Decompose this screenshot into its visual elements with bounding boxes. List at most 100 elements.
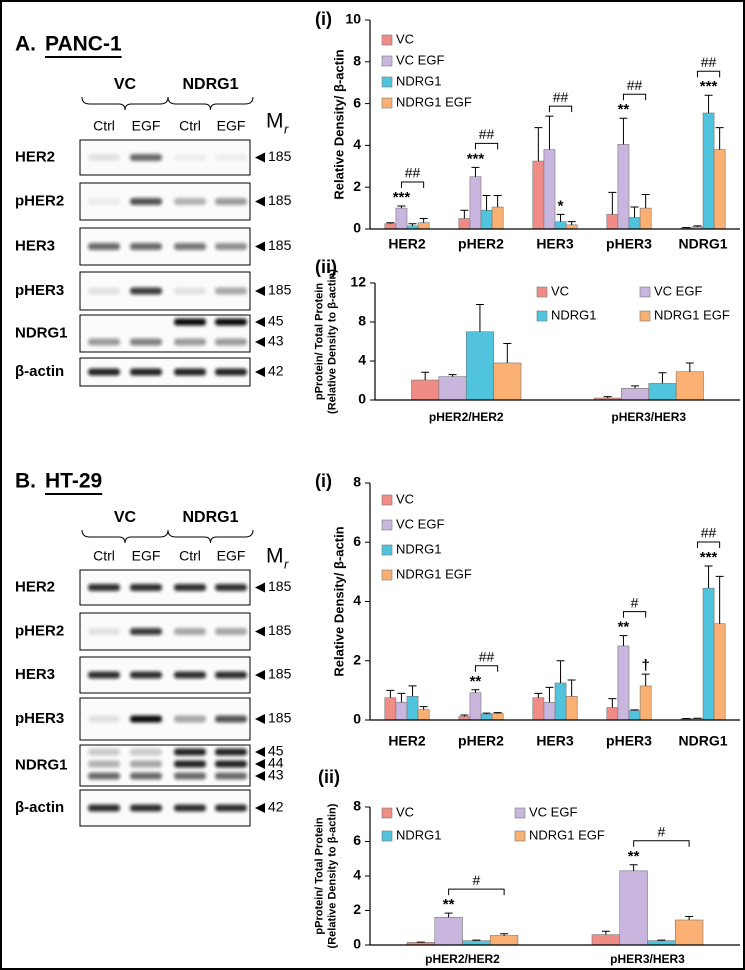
- marker-arrow: [255, 337, 265, 347]
- y-tick-label: 8: [358, 313, 366, 329]
- blot-band: [174, 287, 206, 295]
- error-bar: [408, 223, 417, 226]
- bar: [606, 214, 619, 230]
- y-tick-label: 6: [353, 94, 361, 110]
- blot-band: [174, 338, 206, 346]
- significance-bracket-label: ##: [701, 54, 717, 70]
- legend-label: VC EGF: [396, 52, 444, 67]
- mr-subscript: r: [284, 556, 289, 571]
- bar: [543, 701, 556, 721]
- y-tick-label: 2: [353, 901, 361, 917]
- error-bar: [608, 698, 617, 708]
- legend-swatch: [381, 569, 393, 581]
- marker-arrow: [255, 626, 265, 637]
- error-bar: [460, 714, 469, 717]
- significance-bracket: [448, 888, 505, 896]
- x-tick-label: pHER3: [606, 733, 652, 749]
- y-tick-label: 4: [353, 136, 361, 152]
- bar: [713, 149, 726, 230]
- error-bar: [503, 342, 512, 363]
- blot-band: [88, 804, 120, 812]
- x-tick-label: pHER2: [458, 236, 504, 252]
- significance-bracket: [622, 611, 647, 618]
- panel-letter: B.: [15, 470, 36, 493]
- significance-mark: ***: [393, 189, 411, 206]
- y-tick-label: 0: [358, 391, 366, 407]
- significance-bracket: [622, 93, 647, 101]
- y-tick-label: 2: [353, 178, 361, 194]
- blot-band: [88, 154, 120, 161]
- error-bar: [386, 689, 395, 698]
- bar: [395, 701, 408, 721]
- error-bar: [704, 565, 713, 589]
- blot-row-label: pHER2: [15, 622, 64, 639]
- blot-row-label: pHER2: [15, 192, 64, 209]
- y-axis-label: (Relative Density to β-actin): [326, 803, 338, 948]
- blot-band: [215, 198, 247, 205]
- bar: [617, 645, 630, 721]
- legend-swatch: [381, 544, 393, 556]
- blot-row-label: HER2: [15, 148, 55, 165]
- y-tick-label: 10: [345, 11, 361, 27]
- legend-label: NDRG1: [396, 73, 442, 88]
- significance-mark: **: [618, 101, 630, 118]
- error-bar: [603, 396, 612, 399]
- bar: [617, 144, 630, 230]
- blot-band: [88, 368, 120, 376]
- bar: [434, 917, 463, 946]
- blot-row-label: β-actin: [15, 799, 64, 816]
- legend-label: NDRG1 EGF: [654, 307, 730, 322]
- error-bar: [545, 115, 554, 150]
- legend-swatch: [381, 494, 393, 506]
- bar: [621, 387, 650, 401]
- significance-bracket-label: ##: [553, 89, 569, 105]
- significance-bracket: [474, 665, 499, 672]
- legend-swatch: [639, 286, 651, 298]
- marker-label: 43: [268, 767, 284, 783]
- blot-band: [215, 368, 247, 376]
- blot-band: [174, 715, 206, 723]
- significance-bracket-label: #: [472, 872, 480, 888]
- bar: [554, 682, 567, 721]
- error-bar: [685, 362, 694, 372]
- significance-mark: ***: [700, 549, 718, 566]
- blot-band: [88, 584, 120, 591]
- blot-band: [215, 772, 247, 780]
- error-bar: [545, 686, 554, 703]
- error-bar: [419, 706, 428, 710]
- blot-band: [130, 628, 162, 635]
- group-label: NDRG1: [182, 76, 238, 93]
- error-bar: [567, 679, 576, 697]
- blot-band: [130, 772, 162, 780]
- bar: [713, 623, 726, 721]
- legend-label: VC EGF: [396, 516, 444, 531]
- lane-label: EGF: [132, 118, 161, 134]
- lane-label: Ctrl: [93, 548, 115, 564]
- marker-label: 45: [268, 743, 284, 759]
- lane-label: EGF: [132, 548, 161, 564]
- panel-name: PANC-1: [45, 33, 122, 56]
- bar: [395, 207, 408, 230]
- group-label: NDRG1: [182, 509, 238, 526]
- panel-sublabel: (ii): [318, 767, 340, 787]
- mr-symbol: M: [266, 545, 284, 568]
- bar: [591, 934, 621, 946]
- marker-label: 43: [268, 333, 284, 349]
- bar: [639, 207, 652, 230]
- error-bar: [601, 930, 610, 935]
- error-bar: [619, 117, 628, 145]
- marker-arrow: [255, 582, 265, 593]
- y-axis-label: Relative Density/ β-actin: [331, 49, 346, 199]
- error-bar: [472, 939, 481, 941]
- significance-bracket-label: #: [657, 823, 665, 839]
- error-bar: [482, 712, 491, 715]
- legend-label: VC: [396, 31, 414, 46]
- y-tick-label: 8: [353, 474, 361, 490]
- legend-label: NDRG1 EGF: [396, 94, 472, 109]
- blot-band: [215, 760, 247, 768]
- marker-arrow: [255, 241, 265, 252]
- bar: [554, 221, 567, 230]
- y-axis-label: (Relative Density to β-actin): [326, 269, 338, 414]
- marker-arrow: [255, 367, 265, 377]
